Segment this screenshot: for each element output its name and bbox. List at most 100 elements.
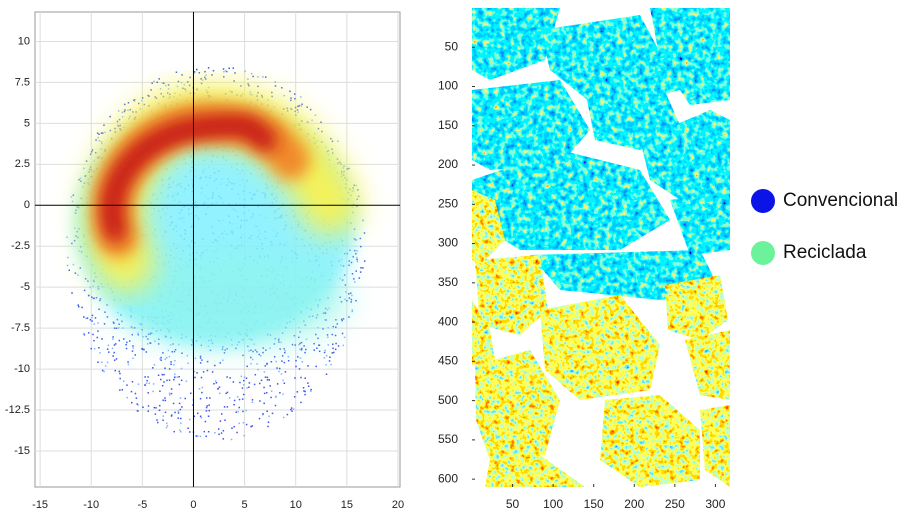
speckle	[147, 376, 149, 378]
speckle	[351, 310, 354, 313]
speckle	[265, 392, 268, 394]
speckle	[113, 344, 116, 346]
speckle	[187, 362, 189, 364]
legend-swatch	[751, 241, 775, 265]
speckle	[137, 410, 140, 413]
speckle	[305, 338, 308, 341]
speckle	[233, 425, 235, 428]
y-tick-label: 2.5	[15, 158, 30, 170]
y-tick-label: 450	[438, 354, 458, 368]
speckle	[269, 347, 271, 349]
speckle	[126, 396, 128, 399]
speckle	[164, 367, 166, 370]
speckle	[181, 352, 183, 354]
speckle	[179, 397, 182, 399]
speckle	[85, 160, 88, 162]
particle	[472, 300, 495, 365]
speckle	[193, 415, 196, 418]
speckle	[194, 376, 196, 379]
speckle	[353, 184, 355, 187]
speckle	[201, 386, 204, 389]
speckle	[199, 415, 202, 418]
speckle	[117, 125, 120, 127]
speckle	[328, 360, 331, 362]
speckle	[214, 380, 217, 382]
speckle	[123, 110, 126, 113]
particle	[640, 110, 730, 200]
speckle	[350, 298, 353, 301]
speckle	[87, 280, 89, 282]
speckle	[324, 349, 326, 352]
speckle	[162, 399, 164, 401]
speckle	[122, 327, 124, 329]
speckle	[144, 384, 146, 386]
speckle	[281, 87, 283, 89]
speckle	[188, 84, 191, 87]
speckle	[154, 340, 156, 342]
speckle	[168, 379, 171, 381]
speckle	[313, 349, 315, 351]
speckle	[177, 417, 179, 419]
speckle	[248, 382, 251, 384]
speckle	[250, 362, 252, 365]
speckle	[247, 83, 249, 85]
speckle	[321, 130, 323, 133]
speckle	[147, 410, 150, 412]
speckle	[83, 289, 86, 292]
speckle	[335, 342, 337, 345]
speckle	[100, 132, 103, 134]
speckle	[97, 322, 99, 324]
speckle	[126, 384, 128, 386]
speckle	[222, 429, 225, 432]
speckle	[183, 84, 186, 86]
speckle	[290, 407, 293, 409]
speckle	[293, 93, 296, 95]
speckle	[253, 383, 256, 386]
particle	[600, 395, 700, 487]
speckle	[170, 363, 172, 366]
speckle	[168, 355, 171, 358]
speckle	[248, 84, 250, 87]
speckle	[257, 76, 259, 78]
speckle	[97, 136, 99, 139]
speckle	[123, 103, 126, 106]
speckle	[336, 323, 339, 325]
speckle	[234, 72, 236, 74]
speckle	[228, 67, 231, 70]
speckle	[147, 405, 150, 407]
speckle	[131, 381, 134, 383]
speckle	[217, 388, 219, 390]
speckle	[271, 95, 273, 98]
speckle	[179, 408, 182, 411]
speckle	[268, 379, 270, 381]
speckle	[282, 416, 285, 419]
speckle	[279, 348, 281, 350]
speckle	[90, 151, 93, 153]
speckle	[157, 374, 160, 377]
speckle	[144, 376, 146, 378]
speckle	[158, 409, 161, 412]
speckle	[98, 346, 100, 349]
speckle	[118, 327, 120, 329]
y-tick-label: 150	[438, 118, 458, 132]
speckle	[298, 368, 301, 370]
speckle	[89, 153, 92, 156]
speckle	[262, 413, 264, 416]
y-tick-label: -12.5	[5, 404, 30, 416]
speckle	[205, 74, 207, 76]
speckle	[203, 430, 206, 433]
speckle	[145, 382, 148, 384]
speckle	[242, 393, 245, 396]
speckle	[360, 267, 362, 269]
y-tick-label: 10	[18, 35, 30, 47]
speckle	[260, 379, 263, 382]
speckle	[79, 267, 82, 269]
speckle	[88, 171, 90, 173]
speckle	[118, 370, 121, 373]
speckle	[119, 377, 121, 380]
speckle	[187, 427, 189, 429]
speckle	[341, 332, 344, 335]
speckle	[325, 354, 328, 357]
speckle	[205, 435, 207, 438]
speckle	[245, 409, 247, 412]
